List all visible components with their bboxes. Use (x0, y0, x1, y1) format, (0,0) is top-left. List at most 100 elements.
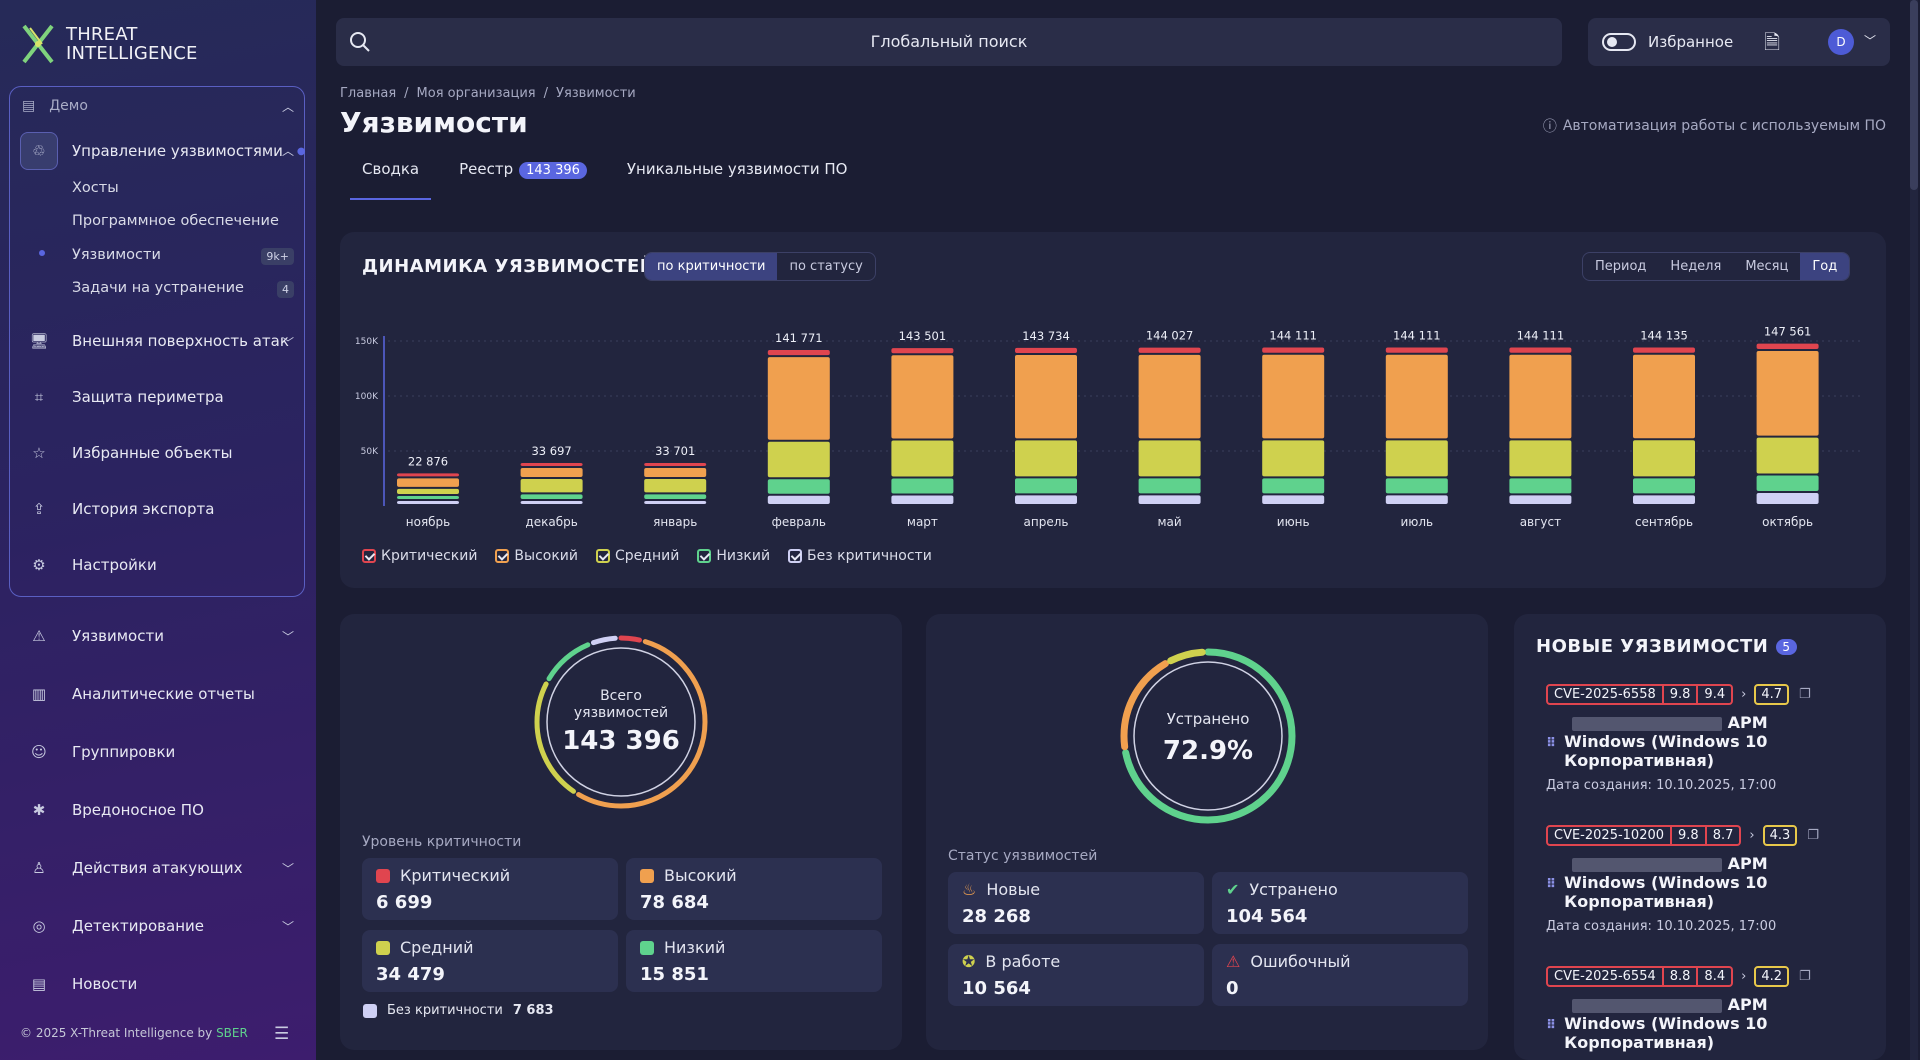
breadcrumb-item[interactable]: Главная (340, 86, 397, 101)
logo[interactable]: THREAT INTELLIGENCE (20, 24, 198, 64)
copy-icon[interactable]: ❐ (1799, 687, 1811, 702)
breadcrumb-item[interactable]: Уязвимости (556, 86, 636, 101)
cve-host[interactable]: АРМ ⠿ Windows (Windows 10 Корпоративная) (1546, 995, 1811, 1052)
period-custom[interactable]: Период (1595, 259, 1647, 274)
legend-none[interactable]: Без критичности (788, 548, 932, 564)
tab-unique[interactable]: Уникальные уязвимости ПО (626, 160, 848, 178)
severity-high-box[interactable]: Высокий 78 684 (626, 858, 882, 920)
x-tick-label: февраль (772, 515, 826, 529)
bar-segment (1015, 355, 1077, 439)
bar-segment (1633, 440, 1695, 477)
legend-critical[interactable]: Критический (362, 548, 477, 564)
tab-label: Реестр (459, 160, 514, 178)
stat-label: В работе (985, 952, 1061, 971)
sidebar-sub-vulnerabilities[interactable]: Уязвимости (72, 247, 161, 263)
chevron-down-icon[interactable]: ﹀ (1864, 34, 1877, 48)
copy-icon[interactable]: ❐ (1807, 828, 1819, 843)
org-selector[interactable]: ▤ Демо (22, 98, 88, 114)
cve-card[interactable]: CVE-2025-10200 9.8 8.7 › 4.3 ❐ АРМ ⠿ Window… (1546, 825, 1819, 934)
checkbox-icon (362, 549, 376, 563)
cve-card[interactable]: CVE-2025-6558 9.8 9.4 › 4.7 ❐ АРМ ⠿ Windows… (1546, 684, 1811, 793)
sidebar-item-groups[interactable]: ☺ Группировки (20, 733, 175, 771)
collapse-sidebar-icon[interactable]: ☰ (274, 1024, 290, 1044)
cve-score: 8.4 (1698, 966, 1734, 987)
sidebar-item-favorites[interactable]: ☆ Избранные объекты (20, 434, 233, 472)
sidebar-item-export[interactable]: ⇪ История экспорта (20, 490, 215, 528)
cve-id[interactable]: CVE-2025-6554 (1546, 966, 1664, 987)
period-year[interactable]: Год (1800, 253, 1850, 280)
period-week[interactable]: Неделя (1670, 259, 1722, 274)
cve-card[interactable]: CVE-2025-6554 8.8 8.4 › 4.2 ❐ АРМ ⠿ Windows… (1546, 966, 1811, 1052)
org-group (9, 86, 305, 597)
severity-critical-box[interactable]: Критический 6 699 (362, 858, 618, 920)
sidebar-item-attack-surface[interactable]: 🖥 Внешняя поверхность атак (20, 322, 288, 360)
severity-none-row[interactable]: Без критичности 7 683 (363, 1003, 554, 1018)
status-new-box[interactable]: ♨ Новые 28 268 (948, 872, 1204, 934)
tab-summary[interactable]: Сводка (349, 160, 432, 200)
cve-host[interactable]: АРМ ⠿ Windows (Windows 10 Корпоративная) (1546, 713, 1811, 770)
severity-low-box[interactable]: Низкий 15 851 (626, 930, 882, 992)
severity-total: 143 396 (562, 726, 680, 756)
host-grid-icon: ⠿ (1546, 1018, 1557, 1033)
cve-id[interactable]: CVE-2025-10200 (1546, 825, 1673, 846)
sidebar-sub-software[interactable]: Программное обеспечение (72, 213, 279, 229)
chevron-down-icon[interactable]: ﹀ (281, 862, 294, 876)
bar-segment (1015, 478, 1077, 494)
sidebar-item-label: Избранные объекты (72, 444, 233, 462)
tab-registry[interactable]: Реестр 143 396 (459, 160, 587, 179)
copy-icon[interactable]: ❐ (1799, 969, 1811, 984)
sidebar-item-reports[interactable]: ▥ Аналитические отчеты (20, 675, 255, 713)
bar-segment (1385, 478, 1448, 494)
date-prefix: Дата создания: (1546, 919, 1652, 934)
sidebar-item-malware[interactable]: ✱ Вредоносное ПО (20, 791, 204, 829)
automation-link[interactable]: ⓘ Автоматизация работы с используемым ПО (1543, 116, 1886, 136)
legend-medium[interactable]: Средний (596, 548, 679, 564)
status-donut (1120, 648, 1296, 824)
bar-segment (397, 473, 459, 477)
sidebar-sub-hosts[interactable]: Хосты (72, 180, 119, 196)
bar-total-label: 144 135 (1640, 328, 1688, 342)
mode-by-status[interactable]: по статусу (789, 259, 863, 274)
avatar[interactable]: D (1828, 29, 1854, 55)
bar-total-label: 144 111 (1393, 328, 1441, 342)
x-tick-label: апрель (1024, 515, 1069, 529)
favorites-toggle[interactable] (1602, 33, 1636, 51)
status-inwork-box[interactable]: ✪ В работе 10 564 (948, 944, 1204, 1006)
donut-inner-ring (1133, 661, 1283, 811)
sidebar-item-news[interactable]: ▤ Новости (20, 965, 137, 1003)
breadcrumb-item[interactable]: Моя организация (416, 86, 536, 101)
search-input[interactable]: Глобальный поиск (870, 32, 1028, 51)
sidebar-item-attacker-actions[interactable]: ♙ Действия атакующих (20, 849, 242, 887)
chevron-down-icon[interactable]: ﹀ (281, 630, 294, 644)
sidebar-sub-tasks[interactable]: Задачи на устранение (72, 280, 244, 296)
chevron-down-icon[interactable]: ﹀ (281, 920, 294, 934)
date-value: 10.10.2025, 17:00 (1656, 778, 1777, 793)
chevron-up-icon[interactable]: ︿ (281, 100, 294, 114)
document-icon[interactable]: 🗎 (1764, 30, 1781, 54)
status-error-box[interactable]: ⚠ Ошибочный 0 (1212, 944, 1468, 1006)
bar-segment (1138, 495, 1201, 504)
cve-host[interactable]: АРМ ⠿ Windows (Windows 10 Корпоративная) (1546, 854, 1819, 911)
status-fixed-box[interactable]: ✔ Устранено 104 564 (1212, 872, 1468, 934)
mode-by-severity[interactable]: по критичности (645, 253, 778, 280)
checkbox-icon (788, 549, 803, 563)
bar-total-label: 22 876 (408, 454, 448, 468)
cve-id[interactable]: CVE-2025-6558 (1546, 684, 1664, 705)
legend-low[interactable]: Низкий (697, 548, 770, 564)
bar-segment (520, 501, 583, 504)
sidebar-item-detection[interactable]: ◎ Детектирование (20, 907, 204, 945)
legend-high[interactable]: Высокий (495, 548, 578, 564)
chevron-down-icon[interactable]: ﹀ (281, 336, 294, 350)
scrollbar-thumb[interactable] (1910, 0, 1918, 190)
sidebar-item-vuln-management[interactable]: ♲ Управление уязвимостями ● (20, 132, 306, 170)
scrollbar-track[interactable] (1910, 0, 1918, 1060)
global-search[interactable]: Глобальный поиск (336, 18, 1562, 66)
footer-brand[interactable]: SBER (216, 1026, 248, 1040)
severity-medium-box[interactable]: Средний 34 479 (362, 930, 618, 992)
period-month[interactable]: Месяц (1745, 259, 1789, 274)
sidebar-item-settings[interactable]: ⚙ Настройки (20, 546, 156, 584)
sidebar-item-vulnerabilities[interactable]: ⚠ Уязвимости (20, 617, 164, 655)
sidebar-item-perimeter[interactable]: ⌗ Защита периметра (20, 378, 224, 416)
chevron-up-icon[interactable]: ︿ (281, 144, 294, 158)
brand-line2: INTELLIGENCE (66, 43, 198, 64)
